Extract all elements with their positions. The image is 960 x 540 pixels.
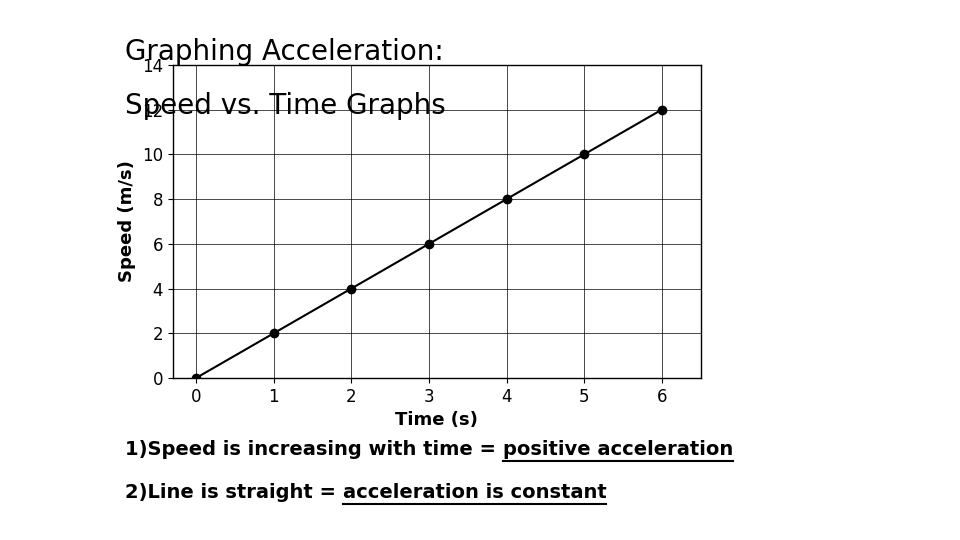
Y-axis label: Speed (m/s): Speed (m/s) <box>118 160 136 282</box>
X-axis label: Time (s): Time (s) <box>396 411 478 429</box>
Text: 2)Line is straight =: 2)Line is straight = <box>125 483 343 502</box>
Text: positive acceleration: positive acceleration <box>502 440 732 459</box>
Text: acceleration is constant: acceleration is constant <box>343 483 607 502</box>
Text: Speed vs. Time Graphs: Speed vs. Time Graphs <box>125 92 445 120</box>
Text: Graphing Acceleration:: Graphing Acceleration: <box>125 38 444 66</box>
Text: 1)Speed is increasing with time =: 1)Speed is increasing with time = <box>125 440 502 459</box>
